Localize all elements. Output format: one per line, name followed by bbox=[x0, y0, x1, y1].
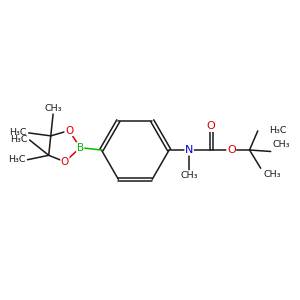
Text: CH₃: CH₃ bbox=[263, 169, 281, 178]
Text: O: O bbox=[227, 145, 236, 155]
Text: CH₃: CH₃ bbox=[272, 140, 290, 148]
Text: O: O bbox=[61, 157, 69, 167]
Text: N: N bbox=[185, 145, 193, 155]
Text: H₃C: H₃C bbox=[10, 136, 27, 145]
Text: B: B bbox=[77, 142, 84, 153]
Text: O: O bbox=[65, 126, 73, 136]
Text: O: O bbox=[207, 122, 216, 131]
Text: H₃C: H₃C bbox=[8, 155, 25, 164]
Text: CH₃: CH₃ bbox=[180, 171, 198, 180]
Text: CH₃: CH₃ bbox=[44, 104, 62, 113]
Text: H₃C: H₃C bbox=[9, 128, 26, 137]
Text: H₃C: H₃C bbox=[269, 126, 286, 135]
